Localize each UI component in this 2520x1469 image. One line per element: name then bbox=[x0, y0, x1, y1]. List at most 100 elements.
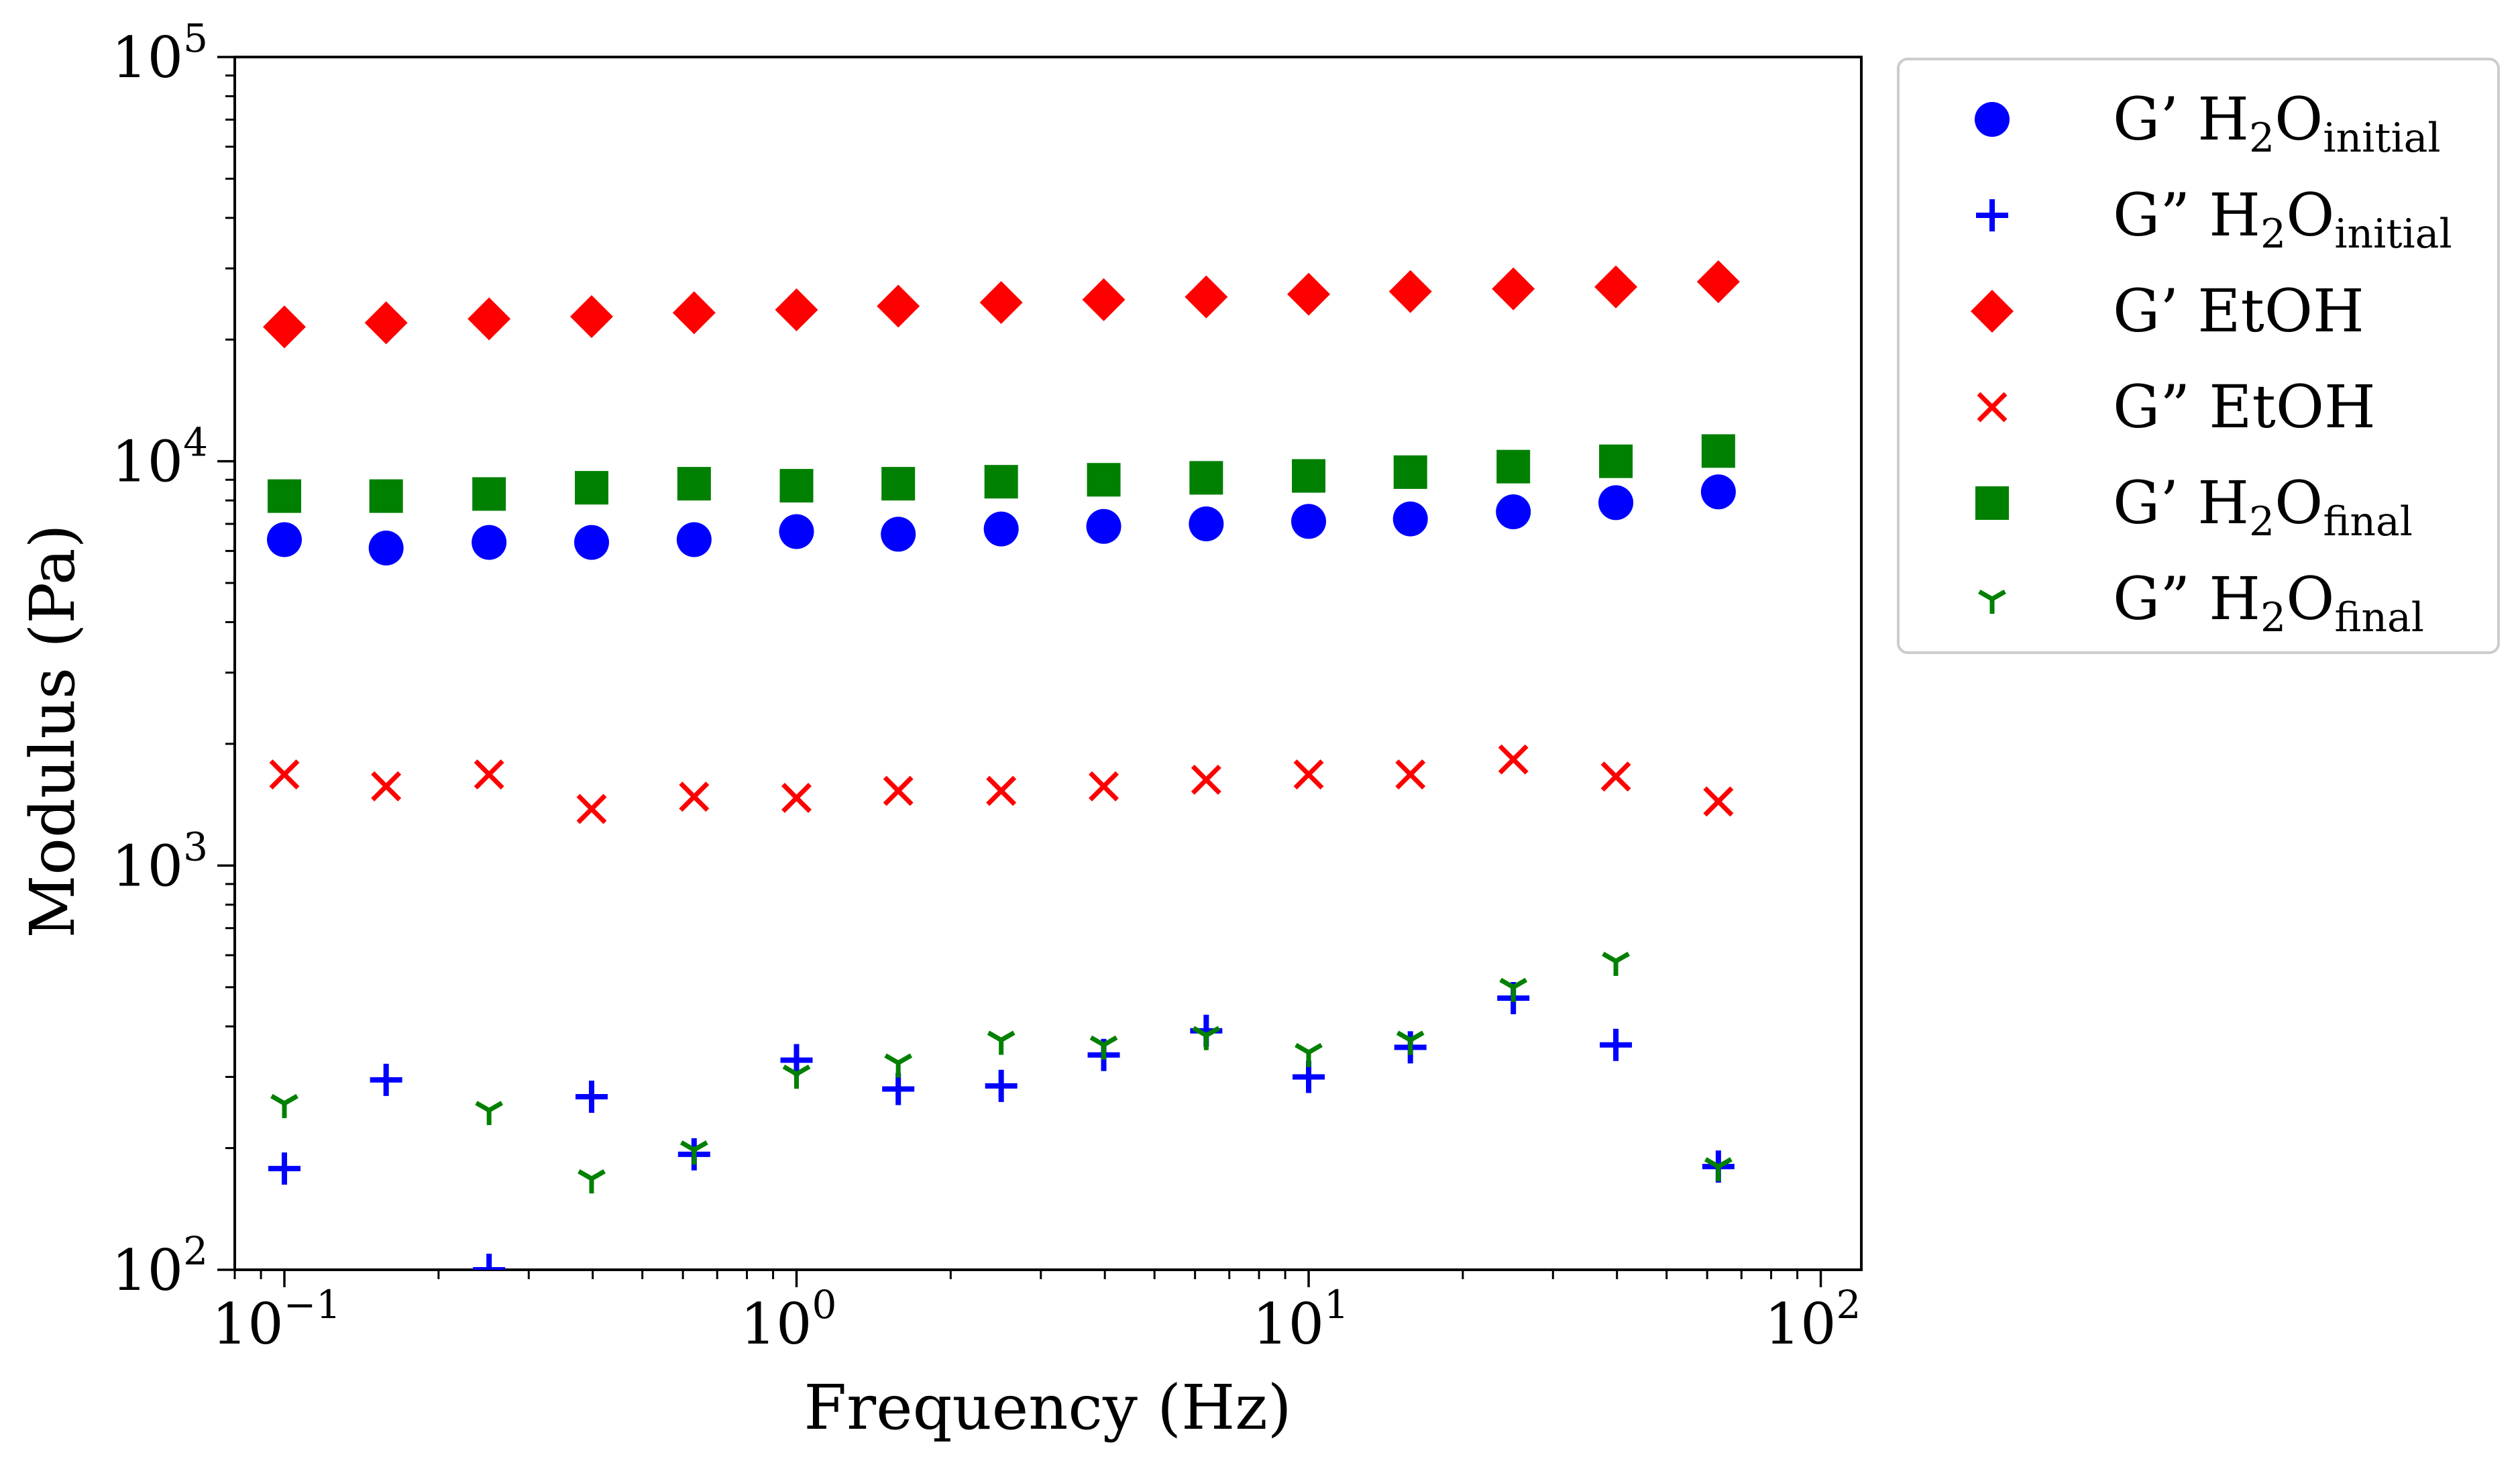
legend-marker bbox=[1971, 290, 2014, 333]
data-point bbox=[369, 479, 403, 513]
series-3 bbox=[269, 744, 1734, 824]
data-point bbox=[882, 1073, 915, 1105]
data-point bbox=[1392, 501, 1428, 537]
x-tick-label: 101 bbox=[1252, 1282, 1349, 1357]
x-tick-label: 100 bbox=[741, 1282, 837, 1357]
data-point bbox=[1086, 508, 1121, 544]
x-tick-label: 102 bbox=[1765, 1282, 1861, 1357]
series-2 bbox=[262, 260, 1740, 349]
data-point bbox=[1393, 455, 1427, 489]
data-point bbox=[1291, 504, 1327, 539]
data-point bbox=[1599, 444, 1633, 478]
data-point bbox=[1700, 474, 1736, 510]
data-point bbox=[881, 516, 916, 552]
legend-label: G” H2Ofinal bbox=[2113, 564, 2424, 641]
data-point bbox=[472, 525, 507, 560]
data-point bbox=[1395, 759, 1426, 790]
data-point bbox=[575, 471, 609, 505]
data-point bbox=[679, 781, 710, 812]
data-point bbox=[1396, 1030, 1425, 1055]
data-point bbox=[676, 522, 712, 557]
data-point bbox=[985, 1069, 1018, 1102]
data-point bbox=[1185, 275, 1228, 319]
data-point bbox=[1087, 463, 1121, 497]
data-point bbox=[262, 305, 306, 349]
data-point bbox=[475, 1101, 504, 1126]
legend-item: G’ H2Ofinal bbox=[1975, 468, 2413, 545]
data-point bbox=[268, 1152, 300, 1185]
data-point bbox=[781, 783, 812, 813]
data-point bbox=[1295, 1042, 1323, 1067]
data-point bbox=[779, 469, 814, 503]
legend-marker bbox=[1978, 589, 2006, 614]
plot-frame bbox=[233, 56, 1863, 1271]
legend-label: G” EtOH bbox=[2113, 372, 2376, 441]
y-tick-label: 105 bbox=[111, 15, 208, 91]
data-point bbox=[574, 525, 610, 560]
data-point bbox=[368, 531, 404, 566]
data-point bbox=[782, 1065, 811, 1089]
data-point bbox=[269, 759, 300, 790]
data-point bbox=[877, 284, 920, 328]
legend-marker bbox=[1975, 102, 2010, 137]
data-point bbox=[883, 775, 914, 806]
y-tick-label: 102 bbox=[111, 1228, 208, 1303]
data-point bbox=[984, 465, 1018, 499]
data-point bbox=[780, 1044, 813, 1077]
legend-label: G’ EtOH bbox=[2113, 276, 2364, 345]
data-point bbox=[468, 297, 511, 341]
data-point bbox=[1082, 278, 1126, 321]
series-4 bbox=[267, 434, 1735, 513]
data-point bbox=[1089, 1035, 1118, 1060]
data-point bbox=[987, 1030, 1016, 1055]
data-point bbox=[374, 1269, 398, 1270]
legend-item: G” EtOH bbox=[1977, 372, 2376, 441]
legend-item: G’ EtOH bbox=[1971, 276, 2364, 345]
series-5 bbox=[270, 951, 1733, 1270]
y-axis-label: Modulus (Pa) bbox=[17, 524, 89, 938]
data-point bbox=[677, 467, 711, 501]
data-point bbox=[986, 775, 1017, 806]
data-point bbox=[270, 1093, 298, 1118]
data-point bbox=[474, 759, 504, 790]
data-point bbox=[679, 1140, 708, 1165]
data-point bbox=[1600, 1028, 1633, 1061]
data-point bbox=[1191, 764, 1221, 795]
data-point bbox=[779, 514, 814, 549]
data-point bbox=[1388, 270, 1432, 313]
x-tick-label: 10−1 bbox=[212, 1282, 341, 1357]
data-point bbox=[983, 511, 1019, 547]
data-point bbox=[1293, 759, 1324, 790]
data-point bbox=[370, 1063, 402, 1096]
legend-label: G’ H2Oinitial bbox=[2113, 85, 2441, 162]
data-point bbox=[1499, 977, 1528, 1002]
data-point bbox=[1701, 434, 1735, 468]
data-point bbox=[472, 477, 506, 511]
data-point bbox=[884, 1053, 913, 1078]
data-point bbox=[1704, 1157, 1733, 1182]
data-point bbox=[1287, 272, 1331, 316]
data-point bbox=[473, 1254, 506, 1270]
y-tick-label: 104 bbox=[111, 420, 208, 495]
series-0 bbox=[266, 474, 1736, 566]
legend-marker bbox=[1977, 392, 2008, 423]
data-point bbox=[1192, 1026, 1221, 1050]
legend-label: G’ H2Ofinal bbox=[2113, 468, 2413, 545]
data-point bbox=[1703, 786, 1734, 817]
data-point bbox=[1496, 449, 1531, 484]
data-point bbox=[570, 294, 614, 338]
data-point bbox=[1498, 744, 1529, 775]
x-axis-label: Frequency (Hz) bbox=[804, 1372, 1291, 1444]
data-point bbox=[371, 771, 402, 802]
data-point bbox=[1189, 461, 1223, 495]
data-point bbox=[576, 794, 607, 824]
legend-item: G’ H2Oinitial bbox=[1975, 85, 2441, 162]
data-point bbox=[1292, 459, 1326, 493]
data-point bbox=[364, 301, 408, 345]
data-point bbox=[1594, 265, 1638, 309]
data-point bbox=[1496, 494, 1531, 529]
data-point bbox=[1600, 761, 1631, 792]
data-point bbox=[672, 291, 716, 335]
